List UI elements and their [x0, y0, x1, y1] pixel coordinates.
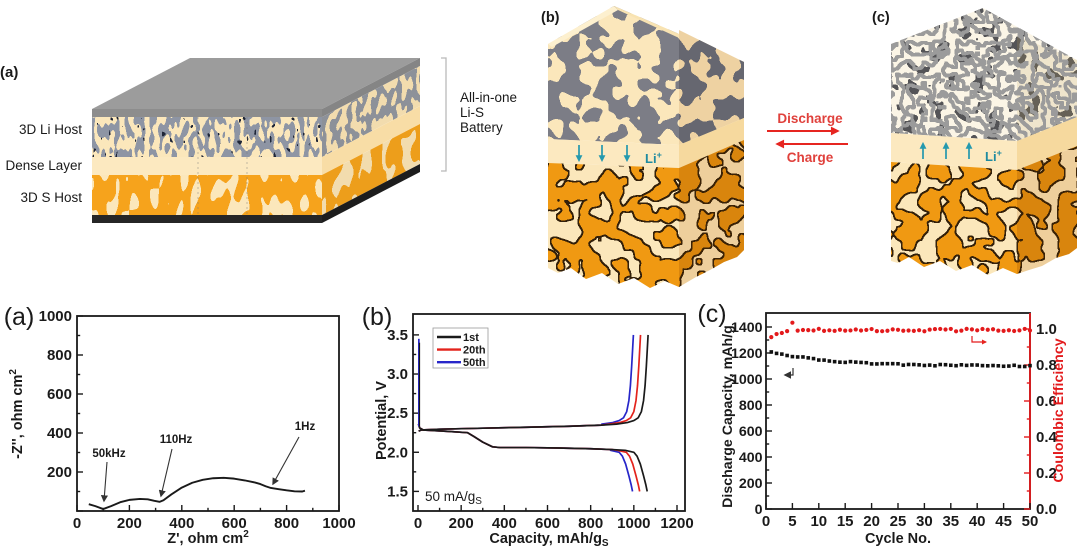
svg-text:3.5: 3.5	[387, 327, 408, 344]
svg-text:50: 50	[1022, 513, 1039, 530]
svg-text:200: 200	[117, 515, 142, 532]
svg-text:1000: 1000	[731, 372, 763, 388]
svg-text:20th: 20th	[463, 345, 486, 357]
svg-text:(b): (b)	[541, 10, 560, 26]
svg-text:(b): (b)	[362, 303, 393, 331]
svg-text:0.6: 0.6	[1036, 393, 1057, 410]
svg-text:2.0: 2.0	[387, 444, 408, 461]
svg-text:Discharge: Discharge	[777, 111, 843, 126]
svg-text:(a): (a)	[4, 303, 35, 331]
svg-text:Dense Layer: Dense Layer	[5, 158, 82, 173]
svg-text:600: 600	[535, 515, 560, 532]
svg-text:40: 40	[969, 513, 986, 530]
svg-text:10: 10	[810, 513, 827, 530]
svg-text:2.5: 2.5	[387, 405, 408, 422]
svg-text:Charge: Charge	[787, 150, 834, 165]
svg-text:200: 200	[47, 464, 72, 481]
svg-text:1000: 1000	[39, 308, 72, 325]
svg-text:1Hz: 1Hz	[295, 421, 316, 433]
svg-text:800: 800	[578, 515, 603, 532]
svg-text:(c): (c)	[872, 10, 890, 26]
svg-text:Discharge Capacity, mAh/g: Discharge Capacity, mAh/g	[720, 325, 736, 508]
svg-text:0: 0	[762, 513, 770, 530]
svg-text:600: 600	[222, 515, 247, 532]
svg-text:30: 30	[916, 513, 933, 530]
svg-text:110Hz: 110Hz	[160, 434, 193, 446]
svg-text:3.0: 3.0	[387, 366, 408, 383]
svg-text:(c): (c)	[697, 300, 726, 328]
svg-text:Coulombic Efficiency: Coulombic Efficiency	[1051, 338, 1067, 482]
svg-text:Cycle No.: Cycle No.	[865, 531, 931, 547]
svg-text:0.8: 0.8	[1036, 357, 1057, 374]
svg-text:0.0: 0.0	[1036, 501, 1057, 518]
svg-text:1000: 1000	[617, 515, 650, 532]
svg-text:1400: 1400	[731, 320, 763, 336]
svg-text:3D Li Host: 3D Li Host	[19, 122, 82, 137]
svg-text:400: 400	[739, 450, 763, 466]
svg-text:20: 20	[863, 513, 880, 530]
svg-text:1200: 1200	[660, 515, 693, 532]
svg-text:-Z'', ohm cm2: -Z'', ohm cm2	[8, 369, 26, 459]
svg-text:800: 800	[47, 347, 72, 364]
svg-text:0.4: 0.4	[1036, 429, 1058, 446]
svg-text:0: 0	[414, 515, 422, 532]
svg-text:35: 35	[942, 513, 959, 530]
svg-text:45: 45	[995, 513, 1012, 530]
svg-text:All-in-one: All-in-one	[460, 90, 517, 105]
svg-text:(a): (a)	[0, 64, 18, 81]
svg-text:3D S Host: 3D S Host	[20, 190, 82, 205]
svg-text:Potential, V: Potential, V	[374, 381, 390, 460]
svg-text:600: 600	[47, 386, 72, 403]
svg-text:400: 400	[47, 425, 72, 442]
svg-text:50kHz: 50kHz	[92, 448, 125, 460]
svg-text:1.0: 1.0	[1036, 321, 1057, 338]
svg-text:50 mA/gS: 50 mA/gS	[425, 489, 482, 507]
svg-text:Z', ohm cm2: Z', ohm cm2	[167, 529, 249, 547]
svg-text:Battery: Battery	[460, 120, 503, 135]
svg-text:200: 200	[449, 515, 474, 532]
svg-text:800: 800	[274, 515, 299, 532]
svg-text:0: 0	[73, 515, 81, 532]
svg-text:15: 15	[837, 513, 854, 530]
svg-text:800: 800	[739, 398, 763, 414]
svg-text:0.2: 0.2	[1036, 465, 1057, 482]
svg-text:0: 0	[755, 502, 763, 518]
svg-text:1000: 1000	[322, 515, 355, 532]
svg-text:400: 400	[169, 515, 194, 532]
svg-text:1.5: 1.5	[387, 483, 408, 500]
svg-text:1200: 1200	[731, 346, 763, 362]
svg-text:600: 600	[739, 424, 763, 440]
svg-text:1st: 1st	[463, 332, 479, 344]
svg-text:Capacity, mAh/gS: Capacity, mAh/gS	[489, 531, 609, 549]
svg-text:200: 200	[739, 476, 763, 492]
svg-text:400: 400	[492, 515, 517, 532]
svg-text:5: 5	[788, 513, 796, 530]
svg-text:50th: 50th	[463, 357, 486, 369]
svg-text:Li-S: Li-S	[460, 105, 484, 120]
svg-text:25: 25	[890, 513, 907, 530]
